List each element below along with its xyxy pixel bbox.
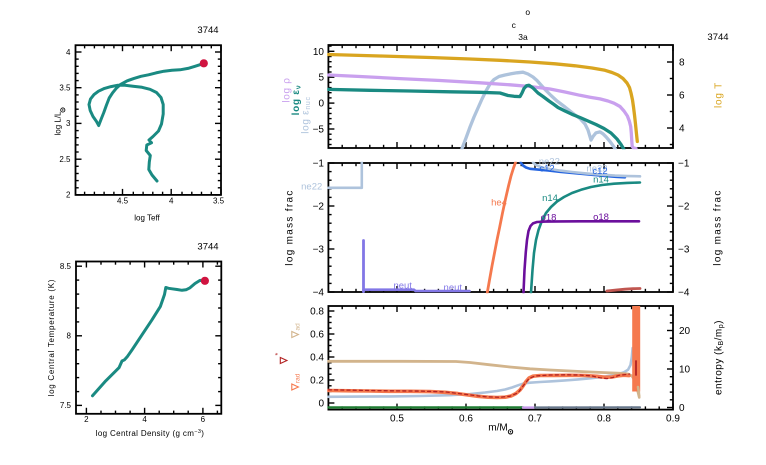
svg-text:−1: −1: [313, 159, 325, 170]
svg-text:4: 4: [66, 48, 71, 57]
svg-text:20: 20: [679, 326, 691, 337]
svg-text:entropy (kB/mp): entropy (kB/mp): [714, 320, 726, 395]
svg-text:2: 2: [84, 415, 89, 424]
svg-text:4.5: 4.5: [117, 196, 129, 205]
svg-text:−2: −2: [678, 202, 690, 213]
svg-text:0.4: 0.4: [310, 353, 324, 364]
svg-text:−4: −4: [313, 288, 325, 299]
svg-text:2.5: 2.5: [59, 155, 71, 164]
svg-text:n14: n14: [593, 175, 609, 186]
svg-text:0.6: 0.6: [310, 330, 324, 341]
svg-text:ne22: ne22: [539, 157, 560, 168]
svg-text:10: 10: [313, 47, 325, 58]
svg-text:0.5: 0.5: [390, 413, 404, 424]
svg-text:log mass frac: log mass frac: [284, 189, 295, 265]
svg-text:3: 3: [66, 119, 71, 128]
svg-text:7.5: 7.5: [60, 401, 72, 410]
svg-text:3.5: 3.5: [59, 84, 71, 93]
svg-text:0.9: 0.9: [666, 413, 680, 424]
svg-text:−3: −3: [313, 245, 325, 256]
svg-text:log εnuc: log εnuc: [301, 96, 313, 133]
svg-text:o: o: [525, 7, 530, 17]
svg-text:0.7: 0.7: [528, 413, 542, 424]
svg-text:2: 2: [66, 191, 71, 200]
svg-text:log L/L: log L/L: [53, 111, 62, 136]
svg-text:3744: 3744: [197, 25, 218, 36]
svg-text:log ρ: log ρ: [282, 77, 293, 102]
svg-text:0: 0: [679, 403, 685, 414]
svg-text:log εν: log εν: [291, 85, 303, 116]
svg-text:0: 0: [318, 99, 324, 110]
svg-text:o18: o18: [593, 212, 609, 223]
svg-text:−2: −2: [313, 202, 325, 213]
svg-text:3a: 3a: [518, 32, 528, 42]
svg-text:0.8: 0.8: [310, 307, 324, 318]
svg-text:0.6: 0.6: [459, 413, 473, 424]
svg-text:*: *: [275, 353, 282, 356]
svg-text:−5: −5: [313, 125, 325, 136]
svg-text:c: c: [512, 20, 517, 30]
svg-text:o18: o18: [541, 213, 557, 224]
svg-text:neut: neut: [393, 280, 412, 291]
svg-text:−4: −4: [678, 288, 690, 299]
svg-text:c12: c12: [592, 166, 607, 177]
svg-text:0.8: 0.8: [597, 413, 611, 424]
svg-text:8.5: 8.5: [60, 262, 72, 271]
svg-text:6: 6: [201, 415, 206, 424]
svg-text:3744: 3744: [197, 242, 218, 253]
svg-text:log Central Temperature (K): log Central Temperature (K): [47, 279, 56, 396]
svg-text:0: 0: [318, 399, 324, 410]
svg-text:log T: log T: [714, 82, 725, 108]
svg-text:3.5: 3.5: [213, 196, 225, 205]
svg-text:5: 5: [318, 73, 324, 84]
svg-text:c12: c12: [539, 163, 554, 174]
svg-text:n14: n14: [542, 193, 558, 204]
svg-text:ad: ad: [295, 323, 302, 331]
svg-text:ne22: ne22: [586, 164, 607, 175]
svg-text:−3: −3: [678, 245, 690, 256]
svg-text:8: 8: [679, 58, 685, 69]
svg-text:4: 4: [679, 124, 685, 135]
svg-text:log Teff: log Teff: [134, 213, 160, 222]
svg-text:4: 4: [169, 196, 174, 205]
svg-text:m/M: m/M: [488, 422, 507, 433]
svg-text:8: 8: [67, 332, 72, 341]
svg-text:he4: he4: [491, 197, 507, 208]
svg-text:6: 6: [679, 91, 685, 102]
svg-text:0.2: 0.2: [310, 376, 324, 387]
svg-text:neut: neut: [444, 282, 463, 293]
svg-text:3744: 3744: [707, 32, 728, 43]
svg-text:log Central Density (g cm−3): log Central Density (g cm−3): [96, 429, 205, 438]
svg-text:4: 4: [142, 415, 147, 424]
svg-text:log mass frac: log mass frac: [712, 189, 723, 265]
svg-text:10: 10: [679, 365, 691, 376]
svg-text:−1: −1: [678, 159, 690, 170]
svg-text:rad: rad: [295, 373, 302, 383]
svg-text:ne22: ne22: [301, 182, 322, 193]
